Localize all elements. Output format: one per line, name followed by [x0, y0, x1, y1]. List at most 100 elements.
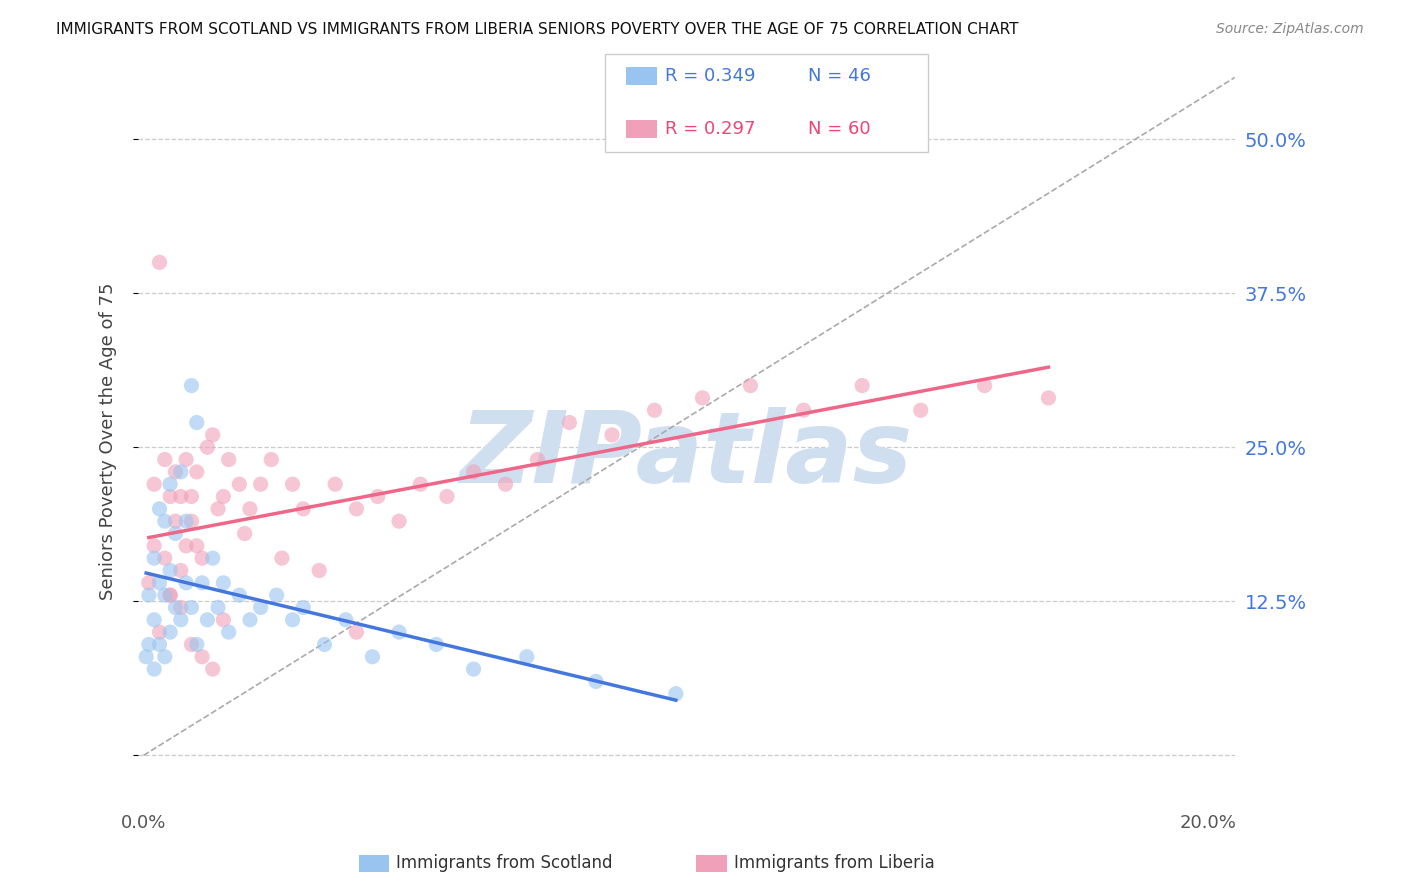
- Point: [361, 649, 384, 664]
- Point: [463, 465, 485, 479]
- Point: [212, 490, 235, 504]
- Point: [186, 539, 208, 553]
- Point: [180, 637, 202, 651]
- Point: [191, 551, 214, 566]
- Text: R = 0.297: R = 0.297: [665, 120, 755, 138]
- Point: [292, 501, 315, 516]
- Point: [260, 452, 283, 467]
- Point: [174, 452, 197, 467]
- Point: [212, 575, 235, 590]
- Point: [174, 514, 197, 528]
- Point: [212, 613, 235, 627]
- Point: [973, 378, 995, 392]
- Text: IMMIGRANTS FROM SCOTLAND VS IMMIGRANTS FROM LIBERIA SENIORS POVERTY OVER THE AGE: IMMIGRANTS FROM SCOTLAND VS IMMIGRANTS F…: [56, 22, 1019, 37]
- Point: [851, 378, 873, 392]
- Point: [692, 391, 714, 405]
- Point: [207, 501, 229, 516]
- Point: [170, 490, 193, 504]
- Point: [159, 477, 181, 491]
- Point: [425, 637, 447, 651]
- Point: [740, 378, 762, 392]
- Point: [558, 416, 581, 430]
- Point: [266, 588, 288, 602]
- Point: [170, 465, 193, 479]
- Point: [233, 526, 256, 541]
- Point: [159, 588, 181, 602]
- Point: [249, 600, 271, 615]
- Point: [138, 637, 160, 651]
- Point: [495, 477, 517, 491]
- Point: [165, 465, 187, 479]
- Point: [271, 551, 294, 566]
- Point: [186, 465, 208, 479]
- Point: [143, 613, 166, 627]
- Point: [143, 551, 166, 566]
- Point: [644, 403, 666, 417]
- Point: [281, 477, 304, 491]
- Text: ZIPatlas: ZIPatlas: [460, 407, 912, 504]
- Point: [335, 613, 357, 627]
- Text: R = 0.349: R = 0.349: [665, 67, 755, 85]
- Point: [165, 526, 187, 541]
- Point: [665, 687, 688, 701]
- Text: N = 60: N = 60: [808, 120, 872, 138]
- Point: [165, 514, 187, 528]
- Point: [180, 378, 202, 392]
- Point: [388, 514, 411, 528]
- Point: [148, 575, 170, 590]
- Point: [153, 551, 176, 566]
- Point: [159, 490, 181, 504]
- Point: [436, 490, 458, 504]
- Point: [153, 514, 176, 528]
- Point: [526, 452, 548, 467]
- Text: Immigrants from Liberia: Immigrants from Liberia: [734, 855, 935, 872]
- Point: [153, 649, 176, 664]
- Point: [201, 428, 224, 442]
- Point: [239, 613, 262, 627]
- Point: [153, 588, 176, 602]
- Point: [148, 637, 170, 651]
- Point: [249, 477, 271, 491]
- Point: [148, 255, 170, 269]
- Point: [148, 625, 170, 640]
- Point: [323, 477, 346, 491]
- Point: [1038, 391, 1060, 405]
- Point: [135, 649, 157, 664]
- Point: [180, 490, 202, 504]
- Point: [463, 662, 485, 676]
- Point: [292, 600, 315, 615]
- Point: [170, 564, 193, 578]
- Point: [143, 539, 166, 553]
- Point: [197, 440, 219, 454]
- Point: [170, 600, 193, 615]
- Point: [197, 613, 219, 627]
- Point: [793, 403, 815, 417]
- Point: [218, 625, 240, 640]
- Point: [143, 477, 166, 491]
- Point: [143, 662, 166, 676]
- Point: [308, 564, 330, 578]
- Point: [174, 575, 197, 590]
- Point: [388, 625, 411, 640]
- Text: Source: ZipAtlas.com: Source: ZipAtlas.com: [1216, 22, 1364, 37]
- Point: [165, 600, 187, 615]
- Point: [218, 452, 240, 467]
- Point: [153, 452, 176, 467]
- Text: N = 46: N = 46: [808, 67, 872, 85]
- Point: [409, 477, 432, 491]
- Point: [191, 575, 214, 590]
- Point: [346, 501, 368, 516]
- Point: [180, 514, 202, 528]
- Point: [159, 625, 181, 640]
- Point: [138, 588, 160, 602]
- Point: [207, 600, 229, 615]
- Point: [600, 428, 623, 442]
- Point: [180, 600, 202, 615]
- Point: [159, 588, 181, 602]
- Point: [138, 575, 160, 590]
- Point: [191, 649, 214, 664]
- Text: Immigrants from Scotland: Immigrants from Scotland: [396, 855, 613, 872]
- Point: [201, 662, 224, 676]
- Point: [367, 490, 389, 504]
- Point: [148, 501, 170, 516]
